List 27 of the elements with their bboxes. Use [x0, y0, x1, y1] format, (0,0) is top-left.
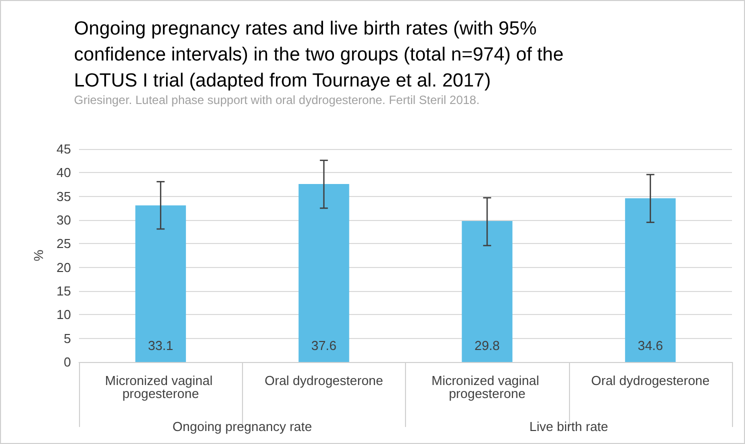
data-label: 33.1 — [148, 338, 174, 353]
x-tick-label: Oral dydrogesterone — [591, 373, 710, 388]
y-tick-label: 35 — [56, 188, 71, 204]
y-tick-label: 0 — [64, 354, 71, 370]
data-label: 29.8 — [474, 338, 500, 353]
chart-subtitle: Griesinger. Luteal phase support with oral dydrogesterone. Fertil Steril 2018. — [74, 93, 480, 107]
bar — [462, 220, 512, 362]
y-axis-title: % — [31, 249, 46, 262]
y-tick-label: 45 — [56, 142, 71, 156]
bar — [298, 184, 350, 362]
chart-title: Ongoing pregnancy rates and live birth rates (with 95% confidence intervals) in the two groups (total n=974) of the LOTUS I trial (adapted from Tournaye et al. 2017) — [74, 18, 564, 92]
text: Live birth rate — [529, 419, 608, 434]
y-tick-label: 15 — [56, 284, 71, 298]
data-label: 34.6 — [638, 338, 664, 353]
y-tick-label: 30 — [56, 212, 71, 228]
data-label: 37.6 — [311, 338, 337, 353]
x-tick-label: Oral dydrogesterone — [264, 373, 384, 388]
x-tick-label: Micronized vaginal progesterone — [104, 373, 216, 401]
y-tick-label: 20 — [56, 260, 71, 275]
y-tick-label: 10 — [56, 307, 71, 322]
bar — [625, 198, 676, 362]
bar — [135, 205, 186, 362]
y-tick-label: 25 — [56, 236, 71, 252]
text: Ongoing pregnancy rate — [172, 419, 312, 434]
y-tick-label: 40 — [56, 165, 71, 180]
x-tick-label: Micronized vaginal progesterone — [431, 373, 543, 401]
y-tick-label: 5 — [64, 330, 71, 346]
